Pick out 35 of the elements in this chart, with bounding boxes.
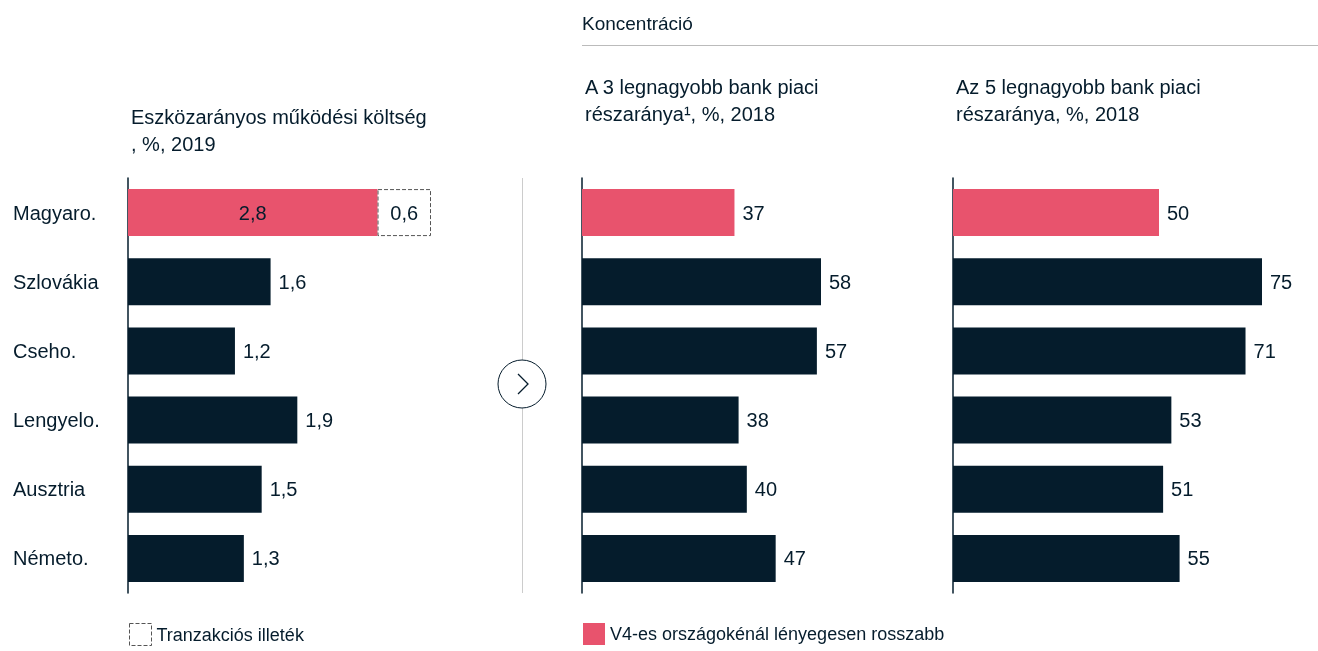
data-label: 1,6 — [278, 270, 307, 293]
data-label: 71 — [1253, 339, 1276, 362]
chart-title: Az 5 legnagyobb bank piaci részaránya, %, 2018 — [956, 75, 1207, 125]
legend-label: Tranzakciós illeték — [156, 624, 305, 645]
data-label: 1,2 — [242, 339, 271, 362]
data-label: 47 — [783, 547, 806, 570]
text: Koncentráció — [582, 13, 693, 34]
bar — [128, 189, 378, 237]
y-tick-label: Magyaro. — [13, 201, 97, 224]
bar — [582, 189, 735, 237]
data-label: 1,9 — [305, 409, 334, 432]
y-tick-label: Lengyelo. — [13, 409, 100, 432]
data-label: 1,3 — [251, 547, 280, 570]
y-tick-label: Ausztria — [13, 478, 87, 501]
data-label: 40 — [754, 478, 778, 501]
data-label: 0,6 — [390, 201, 419, 224]
data-label: 37 — [742, 201, 765, 224]
data-label: 55 — [1187, 547, 1210, 570]
y-tick-label: Németo. — [13, 547, 89, 570]
y-tick-label: Szlovákia — [13, 270, 100, 293]
bar — [953, 189, 1159, 237]
data-label: 2,8 — [238, 201, 267, 224]
data-label: 1,5 — [269, 478, 298, 501]
data-label: 51 — [1171, 478, 1194, 501]
data-label: 50 — [1167, 201, 1190, 224]
data-label: 58 — [829, 270, 852, 293]
data-label: 75 — [1270, 270, 1293, 293]
data-label: 53 — [1179, 409, 1202, 432]
chart-title: Eszközarányos működési költség, %, 2019 — [131, 105, 427, 155]
legend-label: V4-es országokénál lényegesen rosszabb — [610, 624, 945, 644]
chart-title: A 3 legnagyobb bank piaci részaránya¹, %, 2018 — [585, 75, 825, 125]
bar — [377, 189, 431, 237]
y-tick-label: Cseho. — [13, 339, 77, 362]
data-label: 38 — [746, 409, 769, 432]
data-label: 57 — [824, 339, 848, 362]
